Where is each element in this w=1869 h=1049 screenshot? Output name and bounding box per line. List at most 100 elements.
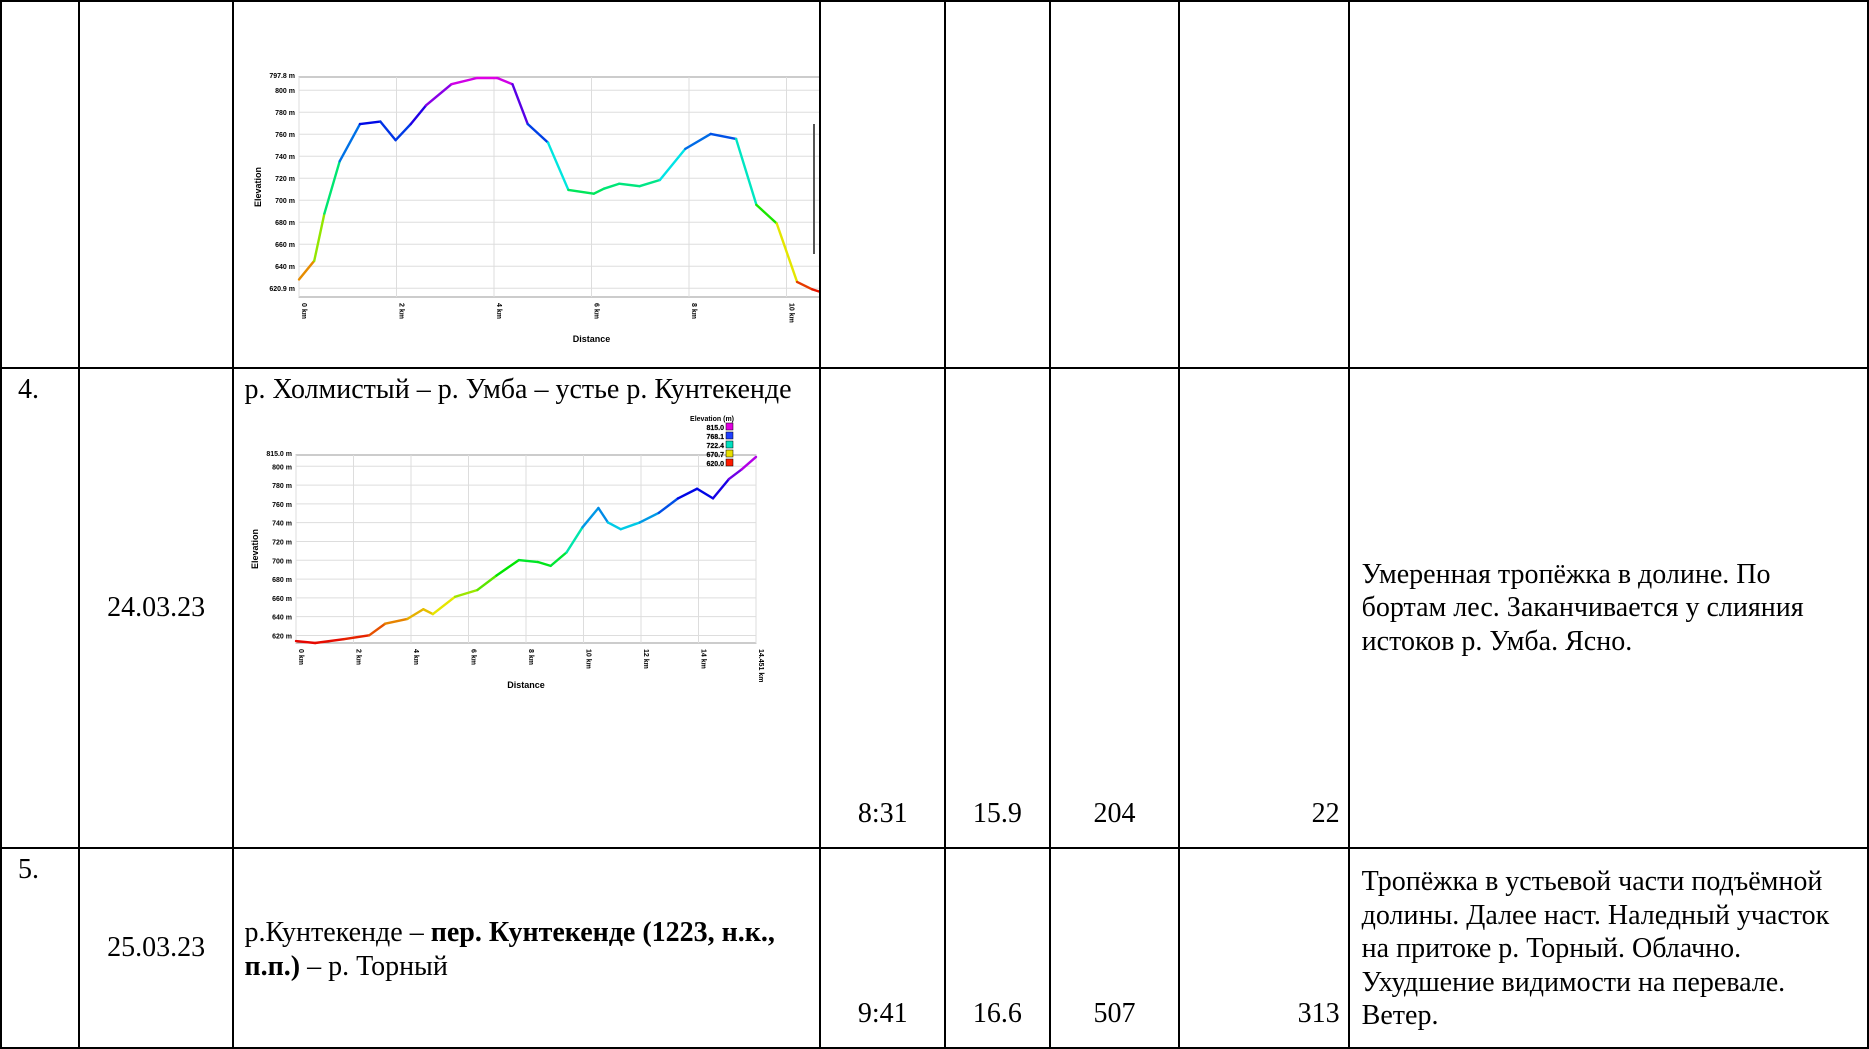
num-cell: 5. [0,847,80,1049]
y-tick-label: 800 m [273,464,293,471]
elevation-line-segment [607,520,623,531]
elevation-line-segment [496,76,515,86]
x-tick-label: 2 km [398,303,405,319]
route-part-pass: пер. Кунтекенде (1223, н.к., п.п.) [244,917,775,982]
x-tick-label: 0 km [297,649,304,665]
y-tick-label: 740 m [273,520,293,527]
y-top-label: 797.8 m [270,73,296,80]
description-cell: Тропёжка в устьевой части подъёмной доли… [1347,847,1869,1049]
elevation-line-segment [639,511,661,524]
x-tick-label: 6 km [593,303,600,319]
elevation-line-segment [658,496,680,514]
y-axis-label: Elevation [253,167,263,207]
elevation-line-segment [323,160,342,215]
elevation-line-segment [619,520,642,531]
x-tick-label: 0 km [300,303,307,319]
time-cell [813,0,947,369]
elevation-line-segment [394,122,413,142]
route-part: – р. Торный [300,951,448,982]
descent-cell [1178,0,1350,369]
elevation-line-segment [547,141,571,192]
elevation-line-segment [659,147,687,182]
route-cell: р.Кунтекенде – пер. Кунтекенде (1223, н.… [232,847,822,1049]
legend-swatch [726,458,734,466]
y-tick-label: 660 m [276,242,296,249]
route-cell: р. Холмистый – р. Умба – устье р. Кунтек… [232,367,822,849]
y-tick-label: 720 m [276,176,296,183]
scroll-marker [813,124,816,254]
legend-label: 768.1 [707,434,725,441]
y-tick-label: 800 m [276,88,296,95]
y-tick-label: 760 m [276,132,296,139]
y-tick-label: 680 m [276,220,296,227]
distance-cell [944,0,1051,369]
legend-label: 620.0 [707,461,725,468]
elevation-line-segment [776,222,799,284]
num-cell [0,0,80,369]
elevation-line-segment [406,607,426,620]
table-row: 5. 25.03.23 р.Кунтекенде – пер. Кунтекен… [0,847,1869,1049]
x-tick-label: 14.451 km [757,649,764,682]
elevation-line-segment [549,550,569,567]
elevation-line-segment [359,120,383,126]
date-cell [77,0,235,369]
elevation-line-segment [410,104,428,126]
y-tick-label: 780 m [276,110,296,117]
ascent-cell [1048,0,1181,369]
elevation-line-segment [565,525,585,554]
elevation-line-segment [295,639,317,644]
distance-cell: 15.9 [944,367,1051,849]
x-tick-label: 10 km [585,649,592,669]
y-top-label: 815.0 m [267,451,293,458]
elevation-line-segment [603,182,621,190]
y-tick-label: 720 m [273,539,293,546]
elevation-line-segment [298,259,316,281]
y-tick-label: 660 m [273,595,293,602]
elevation-line-segment [313,212,327,263]
y-tick-label: 620.9 m [270,286,296,293]
y-tick-label: 740 m [276,154,296,161]
x-tick-label: 4 km [412,649,419,665]
legend-label: 722.4 [707,443,725,450]
elevation-line-segment [526,122,550,144]
elevation-line-segment [425,83,454,107]
elevation-line-segment [495,558,521,577]
route-part: р. Холмистый – р. Умба – устье р. Кунтек… [244,374,792,405]
num-cell: 4. [0,367,80,849]
x-tick-label: 2 km [355,649,362,665]
elevation-line-segment [567,188,596,195]
time-cell: 8:31 [819,367,947,849]
x-tick-label: 10 km [788,303,795,323]
x-tick-label: 8 km [527,649,534,665]
date-cell: 24.03.23 [77,367,235,849]
table-row: 800 m 780 m 760 m 740 m 720 m 700 m 680 m 660 m… [0,0,1869,369]
elevation-line-segment [343,633,371,640]
y-tick-label: 700 m [276,198,296,205]
elevation-line-segment [537,560,553,567]
elevation-line-segment [677,487,699,500]
elevation-chart: 800 m 780 m 760 m 740 m 720 m 700 m 680 m 660 m… [253,73,820,344]
y-tick-label: 760 m [273,501,293,508]
elevation-line-segment [338,122,362,163]
route-part: р.Кунтекенде – [244,917,431,949]
elevation-line-segment [709,132,738,141]
x-tick-label: 14 km [700,649,707,669]
x-tick-label: 6 km [470,649,477,665]
elevation-line-segment [518,558,540,563]
time-cell: 9:41 [819,847,947,1049]
elevation-line-segment [422,607,435,615]
date-cell: 25.03.23 [77,847,235,1049]
route-text: р.Кунтекенде – пер. Кунтекенде (1223, н.… [244,916,809,983]
route-text: р. Холмистый – р. Умба – устье р. Кунтек… [244,373,809,407]
elevation-line-segment [450,76,479,86]
elevation-line-segment [476,573,499,591]
y-tick-label: 620 m [273,633,293,640]
table-row: 4. 24.03.23 р. Холмистый – р. Умба – уст… [0,367,1869,849]
ascent-cell: 507 [1048,847,1181,1049]
elevation-line-segment [712,477,731,500]
legend-title: Elevation (m) [691,416,735,423]
elevation-line-segment [811,288,820,293]
x-tick-label: 12 km [642,649,649,669]
route-cell: 800 m 780 m 760 m 740 m 720 m 700 m 680 m 660 m… [232,0,822,369]
elevation-line-segment [696,487,715,500]
